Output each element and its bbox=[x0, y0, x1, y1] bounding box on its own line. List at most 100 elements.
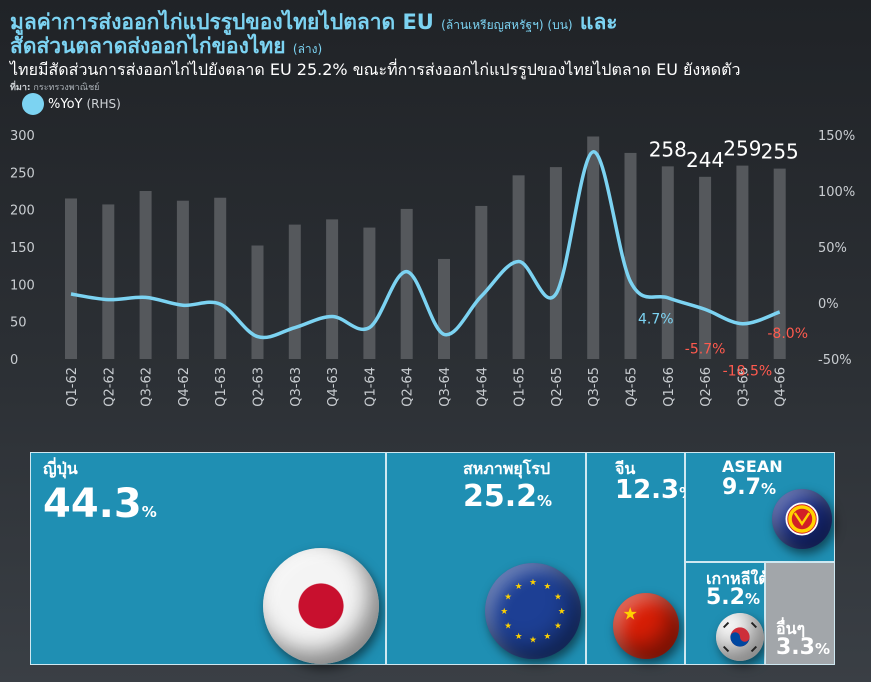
eu-flag-icon: ★ ★ ★ ★ ★ ★ ★ ★ ★ ★ ★ ★ bbox=[485, 563, 581, 659]
treemap-value-number: 3.3 bbox=[776, 635, 815, 660]
bar bbox=[736, 165, 749, 359]
x-tick-label: Q2-65 bbox=[550, 367, 565, 407]
treemap-value-unit: % bbox=[141, 503, 157, 521]
y-right-tick-label: 50% bbox=[818, 241, 847, 256]
x-tick-label: Q2-64 bbox=[401, 367, 416, 407]
bar bbox=[661, 166, 674, 359]
bar bbox=[587, 136, 600, 359]
x-tick-label: Q2-62 bbox=[102, 367, 117, 407]
source-note: ที่มา: กระทรวงพาณิชย์ bbox=[10, 80, 99, 94]
x-tick-label: Q4-65 bbox=[625, 367, 640, 407]
bar bbox=[176, 200, 189, 359]
line-data-label: -18.5% bbox=[723, 364, 773, 380]
svg-text:★: ★ bbox=[500, 607, 508, 617]
treemap-value: 5.2% bbox=[706, 585, 760, 610]
title-line1-and: และ bbox=[579, 10, 618, 34]
chart-title: มูลค่าการส่งออกไก่แปรรูปของไทยไปตลาด EU … bbox=[10, 6, 618, 39]
legend-series-name: %YoY bbox=[48, 96, 83, 112]
treemap-value: 44.3% bbox=[43, 481, 157, 527]
x-tick-label: Q4-62 bbox=[177, 367, 192, 407]
source-label: ที่มา: bbox=[10, 83, 31, 93]
title-line2-main: สัดส่วนตลาดส่งออกไก่ของไทย bbox=[10, 34, 286, 58]
legend-marker-icon bbox=[22, 93, 44, 115]
x-tick-label: Q4-66 bbox=[774, 367, 789, 407]
bar bbox=[139, 191, 152, 359]
legend-axis-note: (RHS) bbox=[86, 96, 121, 111]
y-left-tick-label: 200 bbox=[10, 204, 35, 219]
svg-text:★: ★ bbox=[515, 582, 523, 592]
title-line1-main: มูลค่าการส่งออกไก่แปรรูปของไทยไปตลาด EU bbox=[10, 10, 434, 34]
south-korea-flag-icon bbox=[716, 613, 764, 661]
svg-text:★: ★ bbox=[504, 592, 512, 602]
x-tick-label: Q3-64 bbox=[438, 367, 453, 407]
svg-text:★: ★ bbox=[554, 592, 562, 602]
treemap-value-unit: % bbox=[744, 590, 761, 608]
source-text: กระทรวงพาณิชย์ bbox=[33, 83, 100, 93]
x-tick-label: Q3-66 bbox=[736, 367, 751, 407]
treemap-value-unit: % bbox=[814, 640, 831, 658]
treemap-label: อื่นๆ bbox=[776, 619, 806, 638]
bar bbox=[549, 167, 562, 359]
treemap-tile-south-korea: เกาหลีใต้ 5.2% bbox=[685, 562, 769, 665]
china-flag-icon: ★ bbox=[613, 593, 679, 659]
line-data-label: -8.0% bbox=[767, 326, 808, 342]
bar bbox=[699, 176, 712, 359]
x-tick-label: Q1-64 bbox=[363, 367, 378, 407]
treemap-value-number: 12.3 bbox=[615, 475, 680, 505]
x-tick-label: Q2-63 bbox=[252, 367, 267, 407]
x-tick-label: Q4-64 bbox=[475, 367, 490, 407]
treemap-value-number: 44.3 bbox=[43, 481, 142, 527]
treemap-label: เกาหลีใต้ bbox=[706, 569, 769, 588]
y-left-tick-label: 250 bbox=[10, 166, 35, 181]
bar-data-label: 244 bbox=[686, 148, 724, 172]
treemap-label: ASEAN bbox=[722, 457, 783, 476]
svg-text:★: ★ bbox=[554, 621, 562, 631]
svg-text:★: ★ bbox=[529, 578, 537, 588]
y-right-tick-label: -50% bbox=[818, 353, 852, 368]
treemap-value-number: 5.2 bbox=[706, 585, 745, 610]
x-tick-label: Q1-62 bbox=[65, 367, 80, 407]
bar bbox=[438, 258, 450, 359]
treemap-tile-asean: ASEAN 9.7% bbox=[685, 452, 835, 562]
x-tick-label: Q3-62 bbox=[140, 367, 155, 407]
treemap-value-unit: % bbox=[760, 480, 777, 498]
y-left-tick-label: 0 bbox=[10, 353, 18, 368]
bar bbox=[65, 198, 77, 359]
svg-text:★: ★ bbox=[622, 604, 637, 624]
bar bbox=[400, 208, 413, 359]
x-tick-label: Q1-66 bbox=[662, 367, 677, 407]
bar-data-label: 255 bbox=[761, 140, 799, 164]
treemap-value: 25.2% bbox=[463, 479, 552, 514]
asean-flag-icon bbox=[772, 489, 832, 549]
treemap-value: 9.7% bbox=[722, 475, 776, 500]
x-tick-label: Q4-63 bbox=[326, 367, 341, 407]
svg-text:★: ★ bbox=[529, 636, 537, 646]
treemap-tile-japan: ญี่ปุ่น 44.3% bbox=[30, 452, 386, 665]
svg-text:★: ★ bbox=[544, 582, 552, 592]
bar bbox=[102, 204, 115, 359]
y-left-tick-label: 100 bbox=[10, 278, 35, 293]
y-left-tick-label: 150 bbox=[10, 241, 35, 256]
legend-label: %YoY (RHS) bbox=[48, 97, 121, 112]
treemap-tile-eu: สหภาพยุโรป 25.2% ★ ★ ★ ★ ★ ★ ★ ★ ★ ★ ★ ★ bbox=[386, 452, 586, 665]
bar bbox=[288, 224, 301, 359]
japan-flag-icon bbox=[263, 548, 379, 664]
bar bbox=[363, 227, 376, 359]
yoy-line bbox=[70, 150, 781, 340]
x-tick-label: Q1-65 bbox=[513, 367, 528, 407]
y-right-tick-label: 100% bbox=[818, 185, 855, 200]
treemap-label: สหภาพยุโรป bbox=[463, 459, 551, 478]
treemap-tile-china: จีน12.3% ★ bbox=[586, 452, 694, 665]
treemap-label: ญี่ปุ่น bbox=[43, 459, 78, 478]
treemap-value-number: 9.7 bbox=[722, 475, 761, 500]
title-line1-unit: (ล้านเหรียญสหรัฐฯ) (บน) bbox=[441, 18, 573, 32]
treemap-value-number: 25.2 bbox=[463, 479, 538, 514]
bar bbox=[512, 175, 525, 359]
treemap-label: จีน bbox=[615, 459, 636, 478]
y-left-tick-label: 300 bbox=[10, 129, 35, 144]
bar bbox=[326, 219, 339, 359]
bar bbox=[475, 205, 488, 359]
bar-data-label: 258 bbox=[649, 137, 687, 161]
chart-title-line2: สัดส่วนตลาดส่งออกไก่ของไทย (ล่าง) bbox=[10, 30, 322, 63]
svg-text:★: ★ bbox=[544, 632, 552, 642]
